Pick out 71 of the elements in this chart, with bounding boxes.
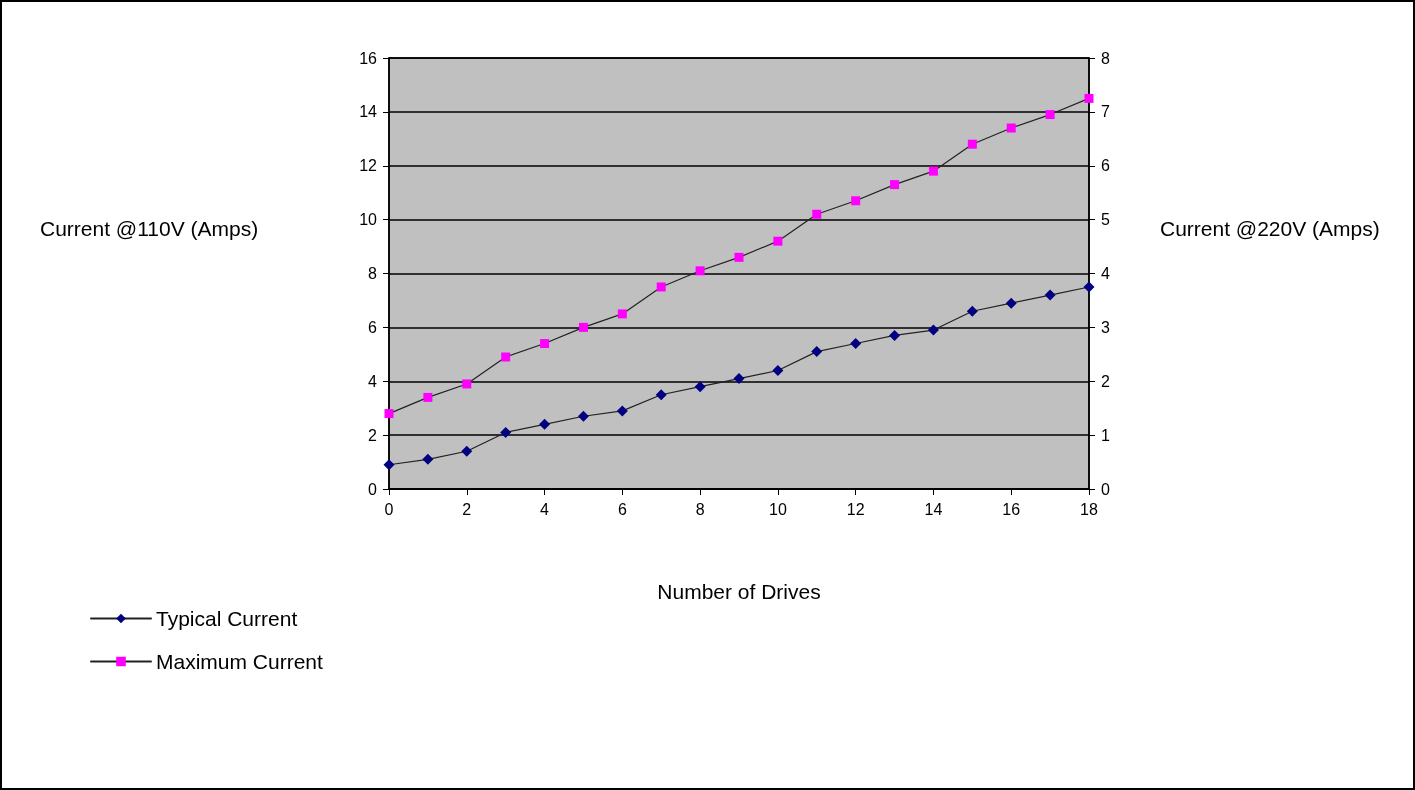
point [384, 409, 394, 419]
y2-tick-label: 4 [1101, 265, 1110, 282]
y-tick-label: 10 [359, 211, 378, 229]
y2-tick-label: 2 [1101, 372, 1110, 390]
point [383, 459, 395, 471]
x-tick-label: 10 [768, 500, 787, 518]
point [811, 346, 823, 358]
point [1045, 110, 1055, 120]
point [578, 322, 588, 332]
point [851, 196, 861, 206]
legend-label: Maximum Current [156, 650, 324, 673]
point [501, 352, 511, 362]
point [577, 410, 589, 422]
y-tick-label: 12 [359, 157, 378, 175]
x-tick-label: 0 [384, 500, 394, 518]
y-axis-title: Current @110V (Amps) [40, 216, 259, 240]
point [540, 339, 550, 349]
y2-tick-label: 6 [1101, 157, 1110, 175]
y-tick-label: 4 [368, 372, 378, 390]
point [694, 381, 706, 393]
point [500, 426, 512, 438]
y-tick-label: 6 [368, 318, 378, 336]
point [773, 236, 783, 246]
point [617, 309, 627, 319]
x-tick-label: 6 [617, 500, 627, 518]
point [616, 405, 628, 417]
point [422, 453, 434, 465]
point [656, 282, 666, 292]
x-tick-label: 12 [846, 500, 865, 518]
y2-axis-title: Current @220V (Amps) [1160, 216, 1380, 240]
point [927, 324, 939, 336]
point [1044, 289, 1056, 301]
y-tick-label: 0 [368, 480, 378, 498]
point [812, 209, 822, 219]
point [462, 379, 472, 389]
y-tick-label: 16 [359, 49, 378, 67]
point [655, 389, 667, 401]
point [734, 252, 744, 262]
y2-tick-label: 8 [1101, 49, 1110, 67]
point [695, 266, 705, 276]
x-tick-label: 18 [1080, 500, 1098, 518]
x-tick-label: 16 [1002, 500, 1021, 518]
point [1006, 123, 1016, 133]
point [539, 418, 551, 430]
point [966, 305, 978, 317]
point [890, 180, 900, 190]
y-tick-label: 2 [368, 426, 378, 444]
x-axis-title: Number of Drives [657, 580, 821, 603]
x-tick-label: 14 [924, 500, 943, 518]
y2-tick-label: 1 [1101, 426, 1110, 444]
y2-tick-label: 3 [1101, 318, 1110, 336]
point [889, 329, 901, 341]
x-tick-label: 2 [462, 500, 472, 518]
point [1005, 297, 1017, 309]
legend-label: Typical Current [156, 607, 298, 630]
point [1083, 281, 1095, 293]
x-tick-label: 4 [540, 500, 550, 518]
point [928, 166, 938, 176]
x-tick-label: 8 [695, 500, 705, 518]
y-tick-label: 8 [368, 265, 378, 282]
y2-tick-label: 5 [1101, 211, 1110, 229]
y2-tick-label: 0 [1101, 480, 1110, 498]
point [423, 392, 433, 402]
point [733, 373, 745, 385]
point [1084, 93, 1094, 103]
point [967, 139, 977, 149]
point [850, 338, 862, 350]
point [461, 445, 473, 457]
y2-tick-label: 7 [1101, 103, 1110, 121]
point [772, 364, 784, 376]
y-tick-label: 14 [359, 103, 378, 121]
